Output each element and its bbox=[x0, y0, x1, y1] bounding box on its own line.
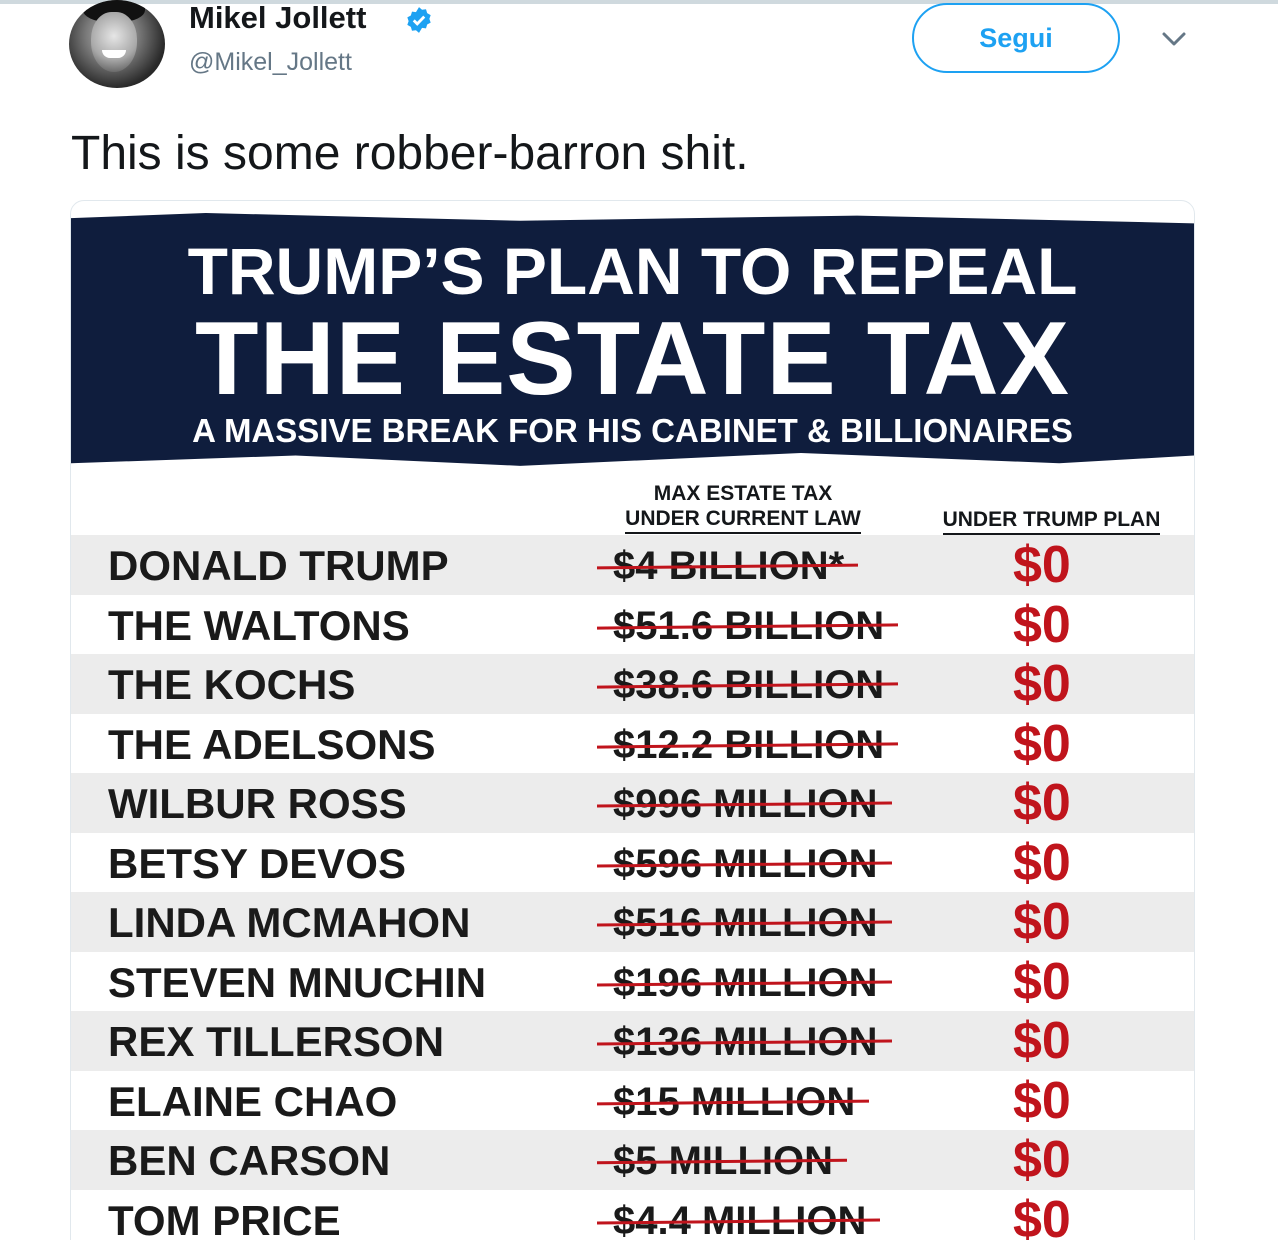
trump-plan-tax: $0 bbox=[1013, 595, 1071, 654]
person-name: REX TILLERSON bbox=[108, 1018, 445, 1065]
person-name: THE WALTONS bbox=[108, 601, 410, 649]
person-name: BETSY DEVOS bbox=[108, 839, 406, 887]
person-name: THE ADELSONS bbox=[108, 720, 436, 768]
trump-plan-tax: $0 bbox=[1013, 536, 1071, 594]
trump-plan-tax: $0 bbox=[1013, 1071, 1071, 1130]
column-header-current: MAX ESTATE TAX UNDER CURRENT LAW bbox=[603, 481, 883, 534]
current-law-tax: $4.4 MILLION bbox=[613, 1198, 867, 1240]
trump-plan-tax: $0 bbox=[1013, 774, 1071, 832]
trump-plan-tax: $0 bbox=[1013, 1190, 1071, 1240]
person-name: BEN CARSON bbox=[108, 1137, 391, 1184]
trump-plan-tax: $0 bbox=[1013, 655, 1071, 713]
top-divider bbox=[0, 0, 1278, 4]
table-row: LINDA MCMAHON $516 MILLION $0 bbox=[71, 892, 1194, 952]
tweet-text: This is some robber-barron shit. bbox=[71, 127, 749, 180]
table-row: ELAINE CHAO $15 MILLION $0 bbox=[71, 1071, 1194, 1131]
table-row: STEVEN MNUCHIN $196 MILLION $0 bbox=[71, 952, 1194, 1012]
follow-button[interactable]: Segui bbox=[912, 3, 1120, 73]
avatar[interactable] bbox=[69, 0, 165, 88]
author-name[interactable]: Mikel Jollett bbox=[189, 0, 367, 35]
table-row: THE WALTONS $51.6 BILLION $0 bbox=[71, 595, 1194, 655]
column-header-trump-label: UNDER TRUMP PLAN bbox=[942, 507, 1161, 535]
column-header-current-line1: MAX ESTATE TAX bbox=[653, 482, 833, 505]
person-name: STEVEN MNUCHIN bbox=[108, 958, 487, 1006]
trump-plan-tax: $0 bbox=[1013, 893, 1071, 951]
column-header-current-line2: UNDER CURRENT LAW bbox=[625, 506, 861, 534]
image-banner bbox=[71, 213, 1194, 466]
image-title-line2: THE ESTATE TAX bbox=[195, 301, 1070, 417]
trump-plan-tax: $0 bbox=[1013, 1012, 1071, 1070]
person-name: LINDA MCMAHON bbox=[108, 899, 471, 946]
person-name: THE KOCHS bbox=[108, 661, 356, 708]
table-row: THE KOCHS $38.6 BILLION $0 bbox=[71, 654, 1194, 714]
person-name: WILBUR ROSS bbox=[108, 780, 407, 827]
table-row: DONALD TRUMP $4 BILLION* $0 bbox=[71, 535, 1194, 595]
tweet-image[interactable]: TRUMP’S PLAN TO REPEAL THE ESTATE TAX A … bbox=[70, 200, 1195, 1240]
trump-plan-tax: $0 bbox=[1013, 833, 1071, 892]
table-row: WILBUR ROSS $996 MILLION $0 bbox=[71, 773, 1194, 833]
table-row: BETSY DEVOS $596 MILLION $0 bbox=[71, 833, 1194, 893]
table-row: THE ADELSONS $12.2 BILLION $0 bbox=[71, 714, 1194, 774]
table-row: TOM PRICE $4.4 MILLION $0 bbox=[71, 1190, 1194, 1240]
verified-badge-icon bbox=[407, 7, 431, 33]
trump-plan-tax: $0 bbox=[1013, 952, 1071, 1011]
chevron-down-icon[interactable] bbox=[1160, 28, 1188, 50]
column-header-trump: UNDER TRUMP PLAN bbox=[919, 507, 1184, 535]
table-row: REX TILLERSON $136 MILLION $0 bbox=[71, 1011, 1194, 1071]
person-name: TOM PRICE bbox=[108, 1196, 341, 1240]
trump-plan-tax: $0 bbox=[1013, 714, 1071, 773]
author-handle[interactable]: @Mikel_Jollett bbox=[189, 48, 352, 76]
estate-tax-table: DONALD TRUMP $4 BILLION* $0 THE WALTONS $51.… bbox=[71, 535, 1194, 1240]
person-name: DONALD TRUMP bbox=[108, 542, 449, 589]
image-title-line3: A MASSIVE BREAK FOR HIS CABINET & BILLIO… bbox=[192, 412, 1073, 449]
trump-plan-tax: $0 bbox=[1013, 1131, 1071, 1189]
image-title-line1: TRUMP’S PLAN TO REPEAL bbox=[187, 234, 1078, 308]
person-name: ELAINE CHAO bbox=[108, 1077, 398, 1125]
table-row: BEN CARSON $5 MILLION $0 bbox=[71, 1130, 1194, 1190]
